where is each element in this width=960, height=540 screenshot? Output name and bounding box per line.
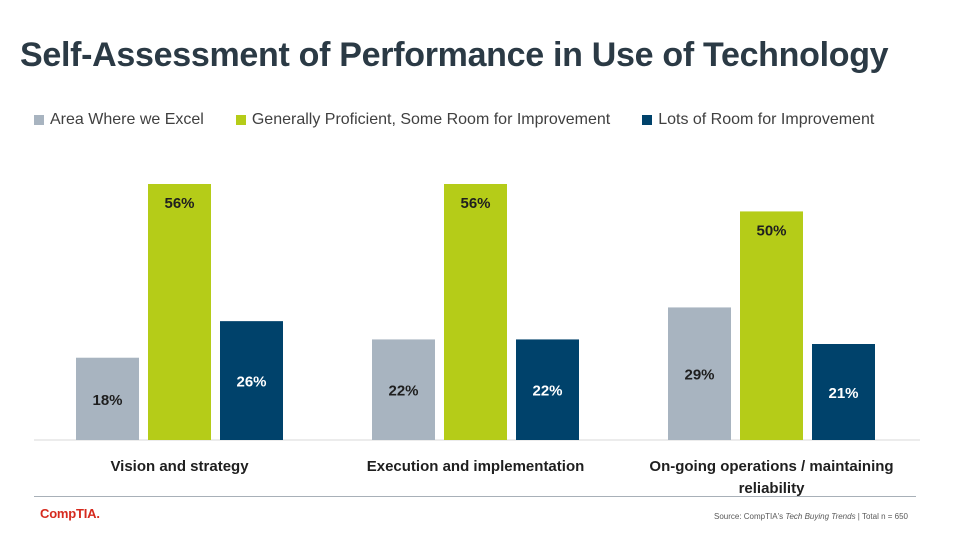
category-label-1: Vision and strategy <box>110 458 249 475</box>
category-label-line: Vision and strategy <box>110 458 249 475</box>
bar-room-1 <box>220 321 283 440</box>
comptia-logo: CompTIA. <box>40 506 100 521</box>
legend-swatch-excel <box>34 115 44 125</box>
source-note: Source: CompTIA's Tech Buying Trends | T… <box>714 512 908 521</box>
legend-swatch-room <box>642 115 653 125</box>
source-italic: Tech Buying Trends <box>785 512 856 521</box>
source-suffix: | Total n = 650 <box>855 512 908 521</box>
category-label-line: On-going operations / maintaining <box>649 458 893 475</box>
legend-item-room: Lots of Room for Improvement <box>642 111 874 129</box>
data-label-room-2: 22% <box>532 383 562 400</box>
data-label-proficient-2: 56% <box>460 195 490 212</box>
bar-excel-2 <box>372 339 435 440</box>
category-label-line: reliability <box>739 480 806 497</box>
bar-room-3 <box>812 344 875 440</box>
data-label-room-1: 26% <box>236 374 266 391</box>
category-label-3: On-going operations / maintaining reliabi… <box>649 458 893 497</box>
data-label-proficient-1: 56% <box>164 195 194 212</box>
legend-item-excel: Area Where we Excel <box>34 111 204 129</box>
data-label-room-3: 21% <box>828 385 858 402</box>
category-label-line: Execution and implementation <box>367 458 585 475</box>
legend-item-proficient: Generally Proficient, Some Room for Impr… <box>235 111 611 129</box>
data-label-proficient-3: 50% <box>756 222 786 239</box>
legend: Area Where we Excel Generally Proficient… <box>34 110 874 130</box>
legend-label-proficient: Generally Proficient, Some Room for Impr… <box>251 111 611 128</box>
bar-proficient-2 <box>444 184 507 440</box>
legend-label-excel: Area Where we Excel <box>50 111 204 128</box>
legend-swatch-proficient <box>235 115 246 125</box>
legend-label-room: Lots of Room for Improvement <box>658 111 875 128</box>
bar-proficient-1 <box>148 184 211 440</box>
bar-excel-3 <box>668 307 731 440</box>
category-label-2: Execution and implementation <box>367 458 585 475</box>
chart-title: Self-Assessment of Performance in Use of… <box>20 36 889 74</box>
bar-excel-1 <box>76 357 139 440</box>
footer-divider <box>34 496 916 497</box>
data-label-excel-3: 29% <box>684 367 714 384</box>
source-prefix: Source: CompTIA's <box>713 512 786 521</box>
data-label-excel-2: 22% <box>388 383 418 400</box>
data-label-excel-1: 18% <box>92 392 122 409</box>
bar-room-2 <box>516 339 579 440</box>
bar-proficient-3 <box>740 211 803 440</box>
